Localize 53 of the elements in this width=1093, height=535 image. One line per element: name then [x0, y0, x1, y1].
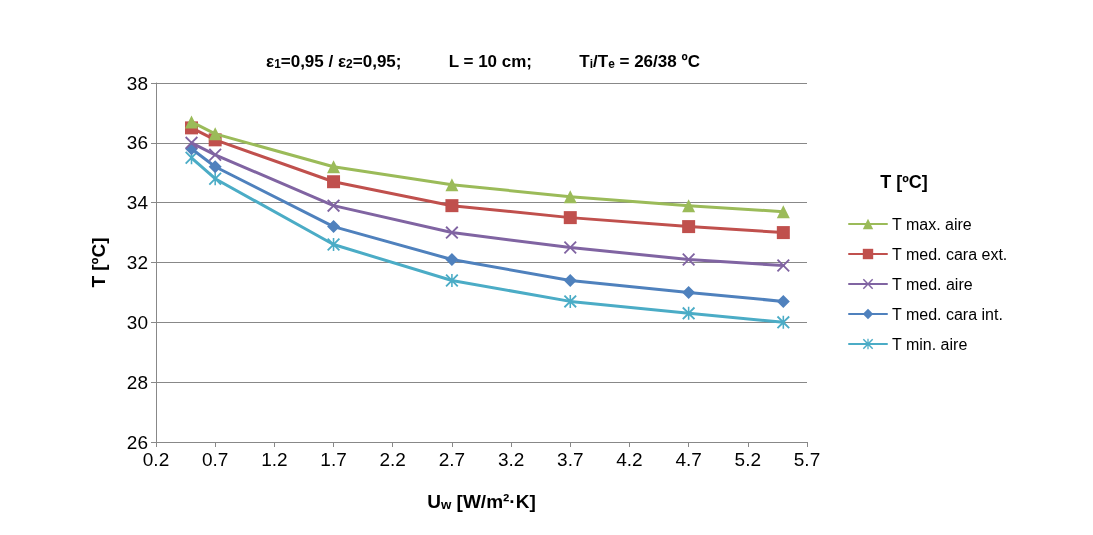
point [563, 241, 577, 255]
x-tick-label: 1.2 [261, 449, 288, 470]
x-tick-label: 3.2 [497, 449, 525, 470]
y-tick-label: 38 [126, 72, 148, 94]
point [563, 294, 577, 308]
y-tick-label: 30 [126, 311, 148, 333]
point [445, 199, 459, 213]
y-tick-label: 34 [126, 192, 149, 214]
y-tick-label: 32 [126, 252, 148, 273]
x-tick-label: 5.2 [734, 449, 762, 470]
point [776, 205, 790, 219]
x-tick-label: 0.7 [201, 449, 229, 470]
point [208, 127, 222, 141]
y-tick-label: 28 [126, 371, 148, 393]
legend-label: T max. aire [892, 215, 972, 233]
x-tick-label: 4.2 [616, 449, 643, 470]
point [682, 285, 696, 299]
legend-label: T min. aire [892, 335, 968, 353]
point [776, 258, 790, 272]
point [327, 175, 341, 189]
point [327, 238, 341, 252]
point [563, 273, 577, 287]
legend-title: T [ºC] [880, 172, 928, 192]
x-axis-title: Uw [W/m²·K] [427, 491, 536, 512]
point [327, 160, 341, 174]
point [682, 306, 696, 320]
x-tick-label: 4.7 [675, 449, 702, 470]
point [327, 220, 341, 234]
point [208, 160, 222, 174]
x-tick-label: 5.7 [793, 449, 821, 470]
point [563, 211, 577, 225]
point [445, 253, 459, 267]
point [445, 178, 459, 192]
point [563, 190, 577, 204]
point [776, 226, 790, 240]
point [327, 199, 341, 213]
point [208, 172, 222, 186]
legend-label: T med. aire [892, 275, 973, 293]
point [185, 115, 199, 129]
legend-label: T med. cara ext. [892, 245, 1008, 263]
legend-label: T med. cara int. [892, 305, 1003, 323]
point [776, 294, 790, 308]
x-tick-label: 1.7 [320, 449, 347, 470]
y-axis-title: T [ºC] [88, 237, 109, 288]
point [208, 148, 222, 162]
point [682, 199, 696, 213]
y-tick-label: 36 [126, 132, 148, 154]
point [682, 253, 696, 267]
x-tick-label: 3.7 [557, 449, 584, 470]
x-tick-label: 2.7 [438, 449, 466, 470]
chart-title: ε1=0,95 / ε2=0,95; L = 10 cm; Ti/Te = 26/38 ºC [266, 52, 700, 71]
point [682, 220, 696, 234]
x-tick-label: 2.2 [379, 449, 406, 470]
